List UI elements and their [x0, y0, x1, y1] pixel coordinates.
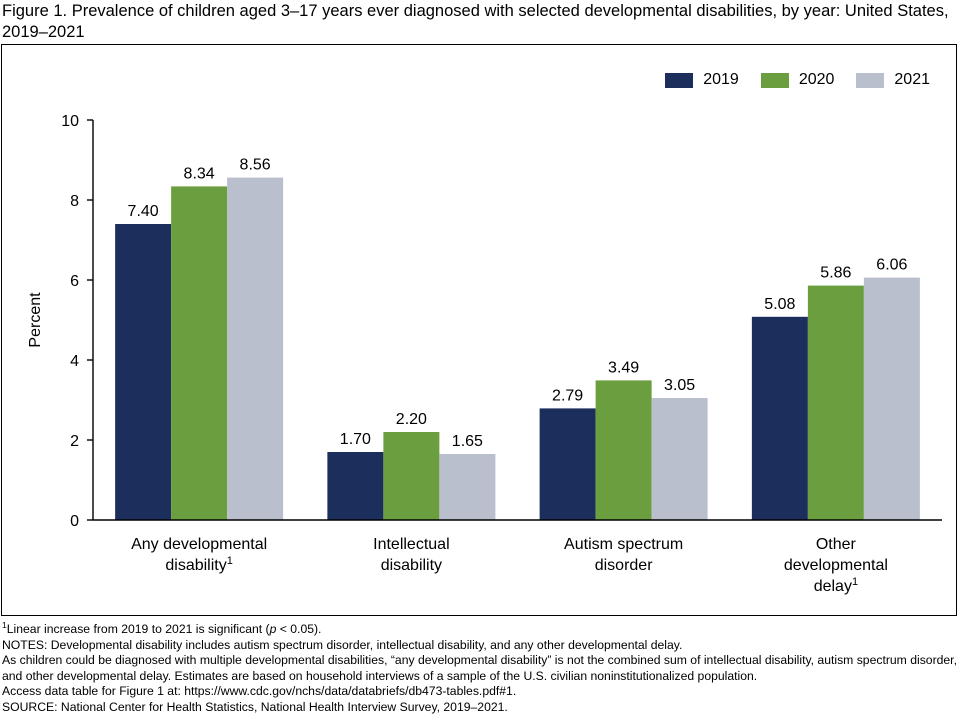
- legend-label-2020: 2020: [798, 71, 835, 88]
- category-label-0-line0: Any developmental: [131, 536, 267, 553]
- figure-title: Figure 1. Prevalence of children aged 3–…: [2, 2, 949, 41]
- value-label-2019-cat0: 7.40: [128, 203, 159, 220]
- category-label-3-line2: delay1: [814, 576, 858, 595]
- value-label-2020-cat1: 2.20: [396, 411, 427, 428]
- y-tick-label-6: 6: [70, 273, 79, 290]
- bar-2021-cat3: [863, 277, 920, 520]
- footnote-p-symbol: p: [269, 622, 277, 636]
- y-tick-label-2: 2: [70, 433, 79, 450]
- category-label-3-line0: Other: [816, 536, 857, 553]
- bar-2021-cat1: [439, 454, 496, 520]
- value-label-2020-cat2: 3.49: [608, 359, 639, 376]
- y-tick-label-8: 8: [70, 193, 79, 210]
- value-label-2021-cat1: 1.65: [452, 433, 483, 450]
- value-label-2021-cat0: 8.56: [240, 157, 271, 174]
- legend-swatch-2020: [760, 72, 789, 88]
- bar-2019-cat1: [327, 452, 384, 520]
- legend-swatch-2019: [665, 72, 694, 88]
- value-label-2021-cat3: 6.06: [876, 257, 907, 274]
- category-label-1-line1: disability: [381, 557, 442, 574]
- chart-frame: 0 2 4 6 8 10 Percent 7.40 8.34 8.56 Any developmen…: [1, 44, 957, 616]
- bar-2020-cat3: [807, 285, 864, 520]
- category-superscript-3: 1: [852, 576, 858, 588]
- footnote-significance-text: Linear increase from 2019 to 2021 is sig…: [6, 622, 270, 636]
- bar-2019-cat2: [539, 408, 596, 520]
- footnote-marker: 1: [2, 619, 7, 630]
- category-label-1-line0: Intellectual: [373, 536, 450, 553]
- y-tick-label-10: 10: [61, 113, 79, 130]
- legend-swatch-2021: [856, 72, 885, 88]
- footnote-notes: NOTES: Developmental disability includes…: [2, 637, 683, 652]
- bar-chart: 0 2 4 6 8 10 Percent 7.40 8.34 8.56 Any developmen…: [27, 113, 942, 595]
- footnote-significance: 1Linear increase from 2019 to 2021 is si…: [2, 619, 957, 638]
- y-tick-label-0: 0: [70, 513, 79, 530]
- bar-2019-cat3: [751, 316, 808, 520]
- value-label-2019-cat3: 5.08: [764, 296, 795, 313]
- bar-2020-cat1: [383, 432, 440, 520]
- footnote-significance-end: < 0.05).: [276, 622, 322, 636]
- footnote-data-access: Access data table for Figure 1 at: https…: [2, 684, 517, 699]
- footnotes: 1Linear increase from 2019 to 2021 is si…: [2, 619, 957, 716]
- category-label-0-line1: disability1: [165, 555, 232, 574]
- bar-2021-cat2: [651, 398, 708, 520]
- value-label-2021-cat2: 3.05: [664, 377, 695, 394]
- bar-2021-cat0: [227, 177, 284, 520]
- category-label-2-line1: disorder: [595, 557, 653, 574]
- bar-2020-cat0: [171, 186, 228, 520]
- footnote-multiple-diagnoses: As children could be diagnosed with mult…: [2, 653, 957, 683]
- legend-item-2019: 2019: [665, 71, 739, 89]
- legend-item-2021: 2021: [856, 71, 930, 89]
- value-label-2020-cat3: 5.86: [820, 265, 851, 282]
- bar-2020-cat2: [595, 380, 652, 520]
- y-axis-title: Percent: [27, 292, 44, 348]
- legend-item-2020: 2020: [760, 71, 835, 89]
- value-label-2019-cat1: 1.70: [340, 431, 371, 448]
- category-superscript-0: 1: [227, 555, 233, 567]
- value-label-2019-cat2: 2.79: [552, 387, 583, 404]
- footnote-source: SOURCE: National Center for Health Stati…: [2, 699, 508, 714]
- category-label-2-line0: Autism spectrum: [564, 536, 683, 553]
- bar-2019-cat0: [115, 224, 172, 520]
- legend-label-2019: 2019: [703, 71, 739, 88]
- category-label-3-line1: developmental: [784, 557, 888, 574]
- value-label-2020-cat0: 8.34: [184, 165, 215, 182]
- y-tick-label-4: 4: [70, 353, 79, 370]
- chart-legend: 2019 2020 2021: [665, 71, 930, 89]
- legend-label-2021: 2021: [894, 71, 930, 88]
